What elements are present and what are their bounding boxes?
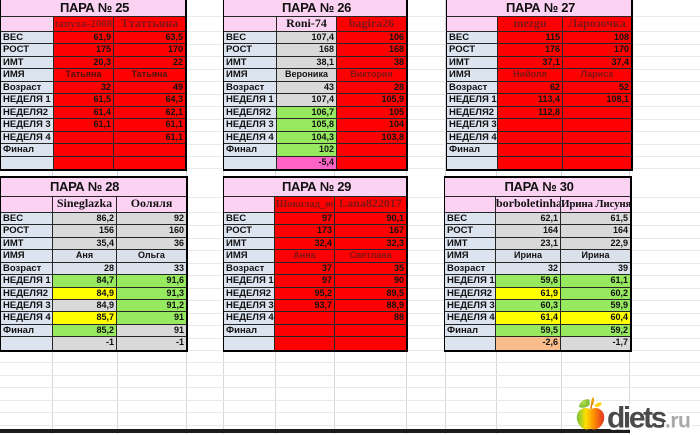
svg-text:diets.ru: diets.ru — [607, 402, 690, 435]
